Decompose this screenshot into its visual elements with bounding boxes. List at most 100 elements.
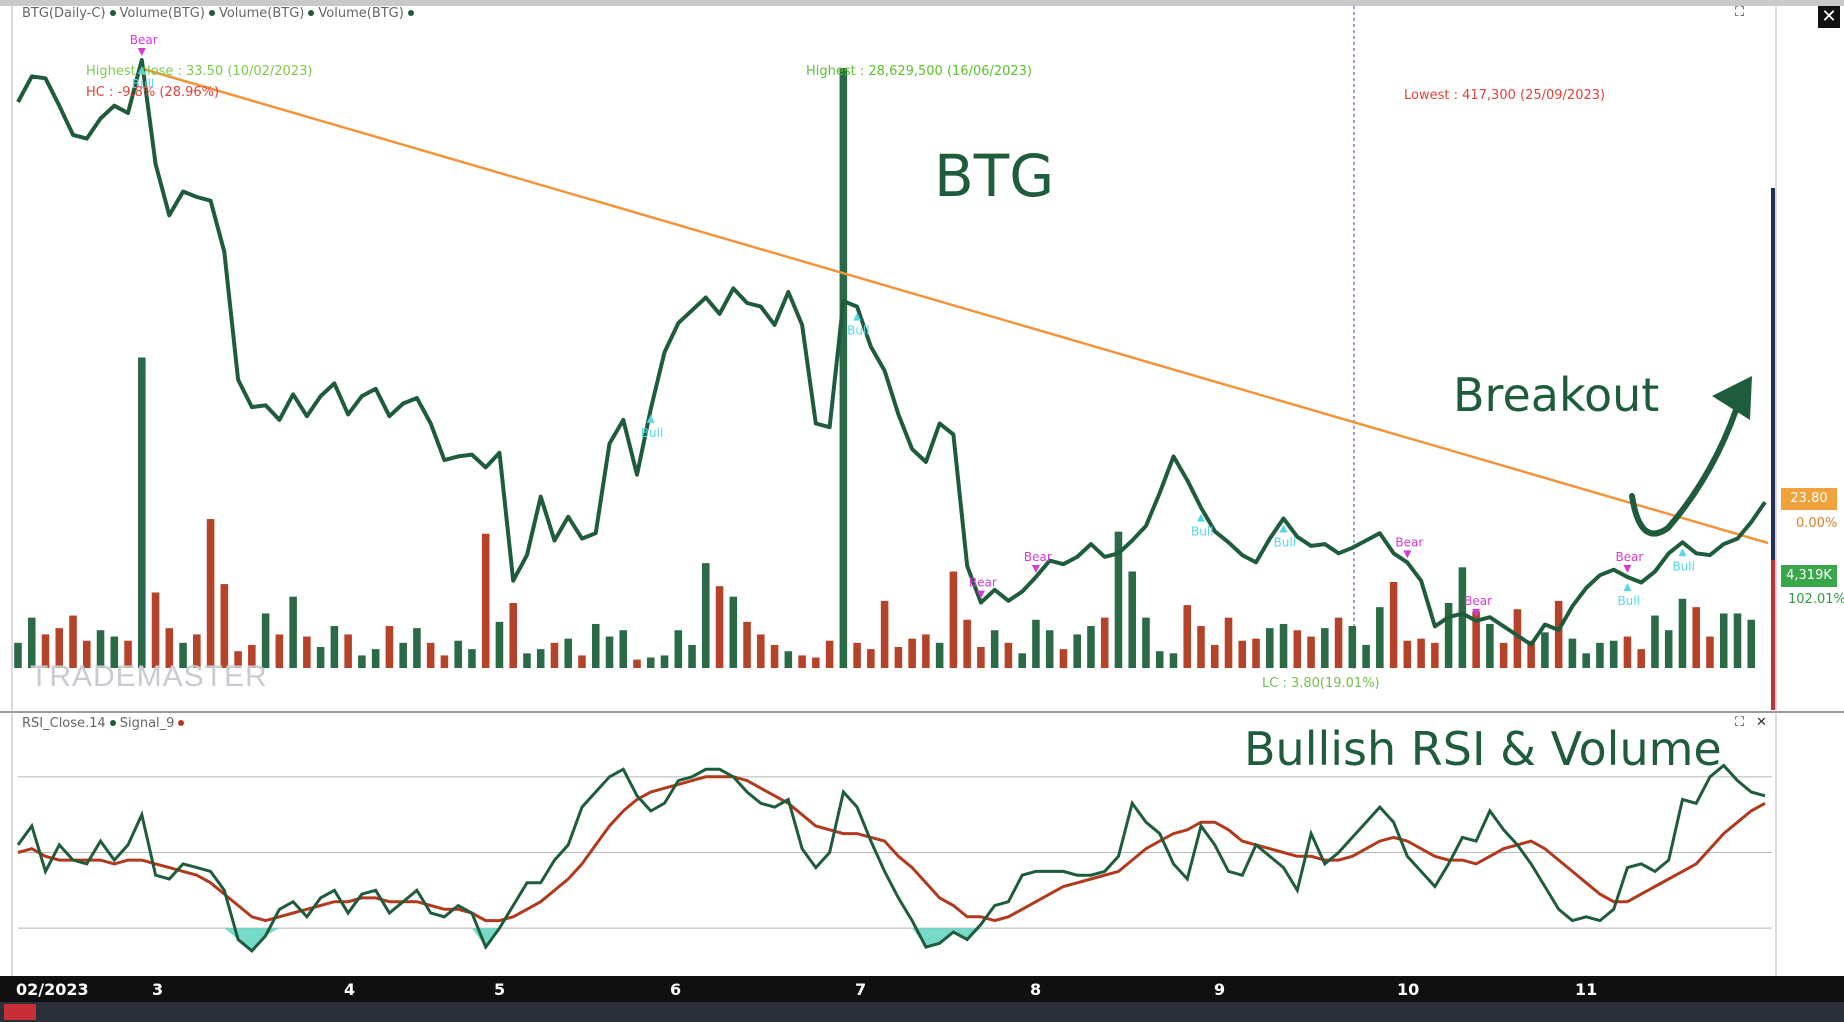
- volume-bar: [69, 615, 77, 668]
- volume-bar: [1623, 636, 1632, 668]
- volume-bar: [193, 634, 201, 668]
- breakout-arrow-head-icon: [1712, 376, 1752, 420]
- volume-bar: [151, 592, 160, 668]
- volume-bar: [1444, 602, 1453, 668]
- bull-label: Bull: [1274, 536, 1297, 550]
- bottom-pane-legend: RSI_Close.14 Signal_9: [22, 716, 188, 731]
- volume-bar: [316, 647, 325, 668]
- bear-label: Bear: [1464, 594, 1492, 608]
- volume-bar: [1334, 617, 1343, 668]
- volume-bar: [1403, 640, 1412, 668]
- x-tick-label: 8: [1030, 980, 1042, 999]
- volume-bar: [1376, 607, 1384, 668]
- rsi-line: [16, 763, 1766, 953]
- volume-bar: [1499, 642, 1508, 668]
- volume-bar: [963, 619, 971, 668]
- volume-bar: [1431, 642, 1439, 668]
- bull-arrow-icon: [1623, 583, 1632, 592]
- expand-icon[interactable]: ⛶: [1735, 5, 1745, 20]
- lowest-volume-label: Lowest : 417,300 (25/09/2023): [1404, 88, 1606, 103]
- volume-bar: [935, 642, 944, 668]
- expand-icon[interactable]: ⛶: [1735, 715, 1745, 730]
- volume-bar: [426, 642, 435, 668]
- bear-label: Bear: [1615, 550, 1643, 564]
- volume-bar: [990, 630, 999, 668]
- volume-bar: [1073, 634, 1081, 668]
- volume-bar: [179, 642, 187, 668]
- volume-bar: [784, 651, 793, 668]
- volume-bar: [550, 642, 559, 668]
- volume-bar: [825, 640, 834, 668]
- volume-tag-text: 4,319K: [1786, 568, 1832, 583]
- horizontal-scrollbar[interactable]: [0, 1002, 1844, 1022]
- volume-bar: [770, 644, 779, 668]
- volume-bar: [1018, 653, 1026, 668]
- volume-bar: [1169, 653, 1178, 668]
- breakout-arrow: [1629, 376, 1752, 537]
- rsi-volume-title: Bullish RSI & Volume: [1244, 722, 1722, 776]
- volume-bar: [1541, 632, 1549, 668]
- volume-bar: [646, 657, 655, 668]
- volume-bar: [1637, 649, 1645, 668]
- highest-close-label: Highest close : 33.50 (10/02/2023): [86, 64, 313, 79]
- legend-dot: [208, 10, 215, 16]
- legend-volume-3: Volume(BTG): [318, 6, 404, 21]
- volume-bar: [1362, 644, 1370, 668]
- volume-bar: [385, 626, 394, 668]
- volume-bar: [82, 640, 91, 668]
- volume-bar: [1486, 623, 1494, 668]
- volume-bar: [14, 642, 22, 668]
- volume-bar: [1045, 630, 1054, 668]
- x-tick-label: 7: [855, 980, 867, 999]
- volume-bar: [261, 613, 270, 668]
- volume-bar: [248, 644, 256, 668]
- volume-bar: [1582, 653, 1590, 668]
- volume-bar: [564, 638, 573, 668]
- legend-dot: [109, 720, 116, 726]
- bear-arrow-icon: [1623, 565, 1632, 574]
- volume-bar: [330, 626, 339, 668]
- volume-bar: [1651, 615, 1659, 668]
- scale-bar-dark: [1771, 188, 1775, 708]
- volume-bar: [702, 563, 710, 668]
- bear-arrow-icon: [976, 590, 985, 599]
- volume-bar: [1348, 626, 1357, 668]
- x-tick-label: 11: [1575, 980, 1598, 999]
- volume-bar: [481, 533, 490, 668]
- volume-bar: [674, 630, 683, 668]
- volume-bar: [1733, 613, 1742, 668]
- oversold-fill: [224, 928, 280, 951]
- volume-bar: [1032, 619, 1040, 668]
- close-icon[interactable]: ✕: [1756, 715, 1767, 730]
- volume-bar: [591, 623, 600, 668]
- price-line-group: [16, 58, 1767, 647]
- bear-arrow-icon: [137, 48, 146, 56]
- volume-bar: [41, 634, 50, 668]
- volume-bar: [1059, 649, 1068, 668]
- volume-bar: [1417, 638, 1425, 668]
- volume-bar: [523, 653, 531, 668]
- breakout-arrow-shaft: [1629, 389, 1745, 537]
- scrollbar-thumb[interactable]: [4, 1004, 36, 1020]
- volume-bar: [1389, 581, 1398, 668]
- legend-price: BTG(Daily-C): [22, 6, 106, 21]
- volume-bars: [14, 68, 1756, 668]
- bull-label: Bull: [847, 324, 870, 338]
- volume-bar: [124, 640, 132, 668]
- volume-bar: [1279, 623, 1288, 668]
- price-change: 0.00%: [1796, 516, 1838, 531]
- close-icon[interactable]: ✕: [1818, 6, 1840, 28]
- volume-bar: [633, 659, 641, 668]
- price-tag: 23.80: [1781, 488, 1837, 510]
- bear-arrow-icon: [1031, 565, 1040, 574]
- volume-bar: [371, 649, 380, 668]
- legend-volume-1: Volume(BTG): [119, 6, 205, 21]
- volume-bar: [1307, 636, 1315, 668]
- signal-line: [17, 775, 1766, 923]
- volume-bar: [220, 584, 229, 668]
- bull-label: Bull: [1617, 594, 1640, 608]
- volume-bar: [1527, 640, 1535, 668]
- bear-arrow-icon: [1403, 550, 1412, 559]
- volume-bar: [1678, 598, 1687, 668]
